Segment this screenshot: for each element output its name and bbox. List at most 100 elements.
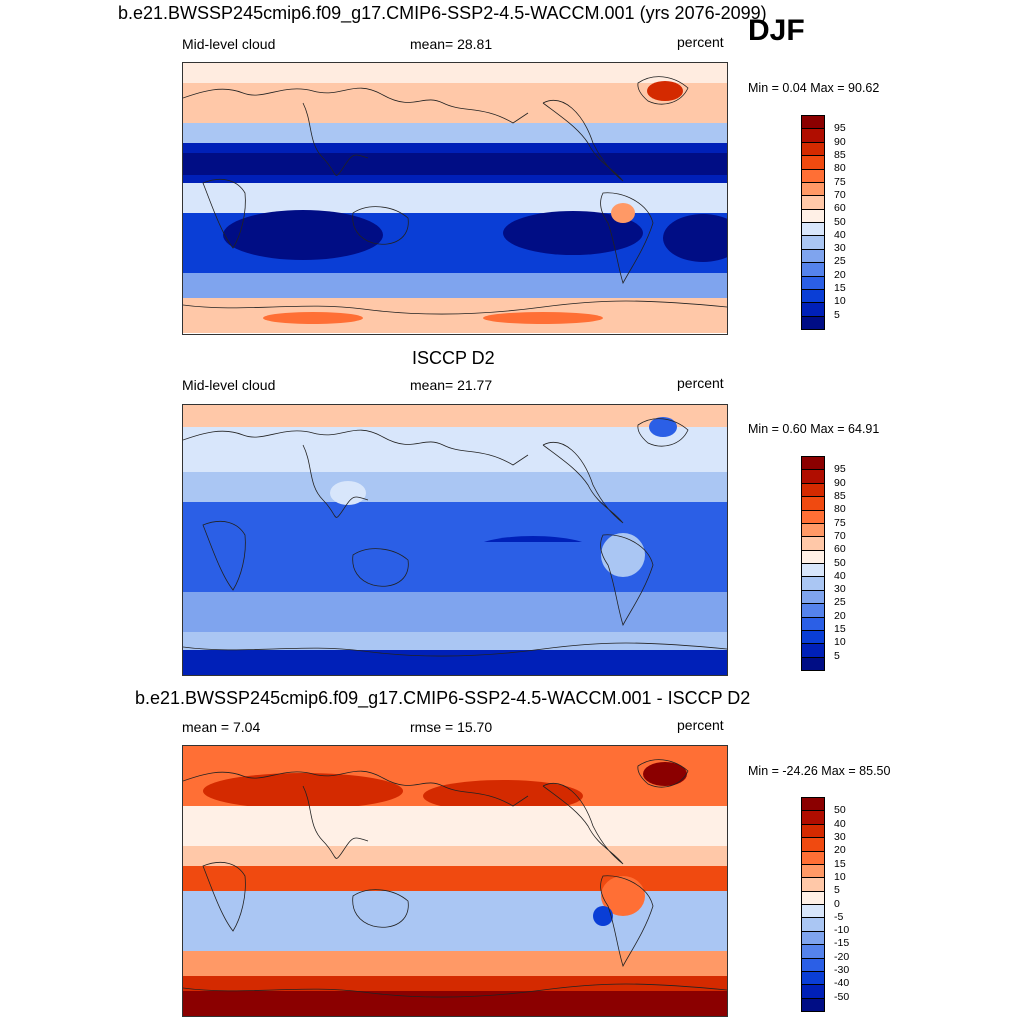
panel-1-colorbar bbox=[801, 115, 825, 330]
colorbar-tick-label: -15 bbox=[834, 937, 850, 950]
colorbar-tick-label: 50 bbox=[834, 215, 846, 228]
colorbar-swatch bbox=[802, 276, 824, 290]
colorbar-tick-label: 10 bbox=[834, 636, 846, 649]
colorbar-swatch bbox=[802, 303, 824, 317]
colorbar-swatch bbox=[802, 182, 824, 197]
panel-1-minmax: Min = 0.04 Max = 90.62 bbox=[748, 81, 880, 95]
colorbar-swatch bbox=[802, 263, 824, 277]
colorbar-swatch bbox=[802, 617, 824, 631]
panel-3-mean-label: mean = 7.04 bbox=[182, 719, 261, 735]
colorbar-tick-label: -5 bbox=[834, 910, 844, 923]
colorbar-swatch bbox=[802, 169, 824, 183]
panel-2-title: ISCCP D2 bbox=[412, 348, 495, 368]
colorbar-swatch bbox=[802, 249, 824, 264]
colorbar-tick-label: -10 bbox=[834, 924, 850, 937]
panel-2-colorbar bbox=[801, 456, 825, 671]
colorbar-tick-label: 40 bbox=[834, 569, 846, 582]
colorbar-tick-label: 25 bbox=[834, 596, 846, 609]
colorbar-tick-label: -50 bbox=[834, 990, 850, 1003]
season-label: DJF bbox=[748, 14, 805, 47]
colorbar-swatch bbox=[802, 483, 824, 498]
colorbar-swatch bbox=[802, 236, 824, 250]
colorbar-tick-label: 85 bbox=[834, 489, 846, 502]
colorbar-swatch bbox=[802, 550, 824, 564]
panel-3-map bbox=[182, 745, 728, 1017]
colorbar-swatch bbox=[802, 958, 824, 972]
panel-3-rmse-label: rmse = 15.70 bbox=[410, 719, 493, 735]
panel-1-variable-label: Mid-level cloud bbox=[182, 36, 276, 52]
panel-1-units-label: percent bbox=[677, 34, 724, 50]
colorbar-tick-label: 95 bbox=[834, 122, 846, 135]
panel-2-mean-label: mean= 21.77 bbox=[410, 377, 493, 393]
panel-3-minmax: Min = -24.26 Max = 85.50 bbox=[748, 764, 891, 778]
colorbar-swatch bbox=[802, 510, 824, 524]
colorbar-tick-label: 40 bbox=[834, 228, 846, 241]
colorbar-swatch bbox=[802, 918, 824, 932]
panel-3-colorbar bbox=[801, 797, 825, 1012]
colorbar-tick-label: 50 bbox=[834, 804, 846, 817]
colorbar-tick-label: 30 bbox=[834, 583, 846, 596]
colorbar-swatch bbox=[802, 523, 824, 538]
colorbar-swatch bbox=[802, 985, 824, 999]
colorbar-swatch bbox=[802, 116, 824, 130]
colorbar-swatch bbox=[802, 564, 824, 578]
colorbar-swatch bbox=[802, 838, 824, 852]
colorbar-tick-label: 60 bbox=[834, 202, 846, 215]
colorbar-swatch bbox=[802, 590, 824, 605]
colorbar-tick-label: 95 bbox=[834, 463, 846, 476]
colorbar-swatch bbox=[802, 998, 824, 1011]
colorbar-swatch bbox=[802, 604, 824, 618]
colorbar-swatch bbox=[802, 196, 824, 210]
colorbar-swatch bbox=[802, 891, 824, 905]
colorbar-tick-label: 30 bbox=[834, 242, 846, 255]
colorbar-swatch bbox=[802, 223, 824, 237]
panel-1-title: b.e21.BWSSP245cmip6.f09_g17.CMIP6-SSP2-4… bbox=[118, 3, 767, 23]
colorbar-swatch bbox=[802, 497, 824, 511]
colorbar-tick-label: 40 bbox=[834, 817, 846, 830]
colorbar-swatch bbox=[802, 644, 824, 658]
colorbar-tick-label: 20 bbox=[834, 268, 846, 281]
colorbar-tick-label: 80 bbox=[834, 503, 846, 516]
colorbar-swatch bbox=[802, 142, 824, 157]
colorbar-swatch bbox=[802, 971, 824, 986]
colorbar-tick-label: 25 bbox=[834, 255, 846, 268]
panel-2-map bbox=[182, 404, 728, 676]
colorbar-tick-label: 10 bbox=[834, 870, 846, 883]
colorbar-tick-label: 75 bbox=[834, 516, 846, 529]
colorbar-tick-label: 0 bbox=[834, 897, 840, 910]
colorbar-tick-label: 70 bbox=[834, 188, 846, 201]
colorbar-tick-label: -30 bbox=[834, 964, 850, 977]
colorbar-swatch bbox=[802, 878, 824, 892]
colorbar-swatch bbox=[802, 316, 824, 329]
colorbar-swatch bbox=[802, 824, 824, 839]
colorbar-swatch bbox=[802, 811, 824, 825]
colorbar-tick-label: 30 bbox=[834, 830, 846, 843]
colorbar-swatch bbox=[802, 864, 824, 879]
panel-3-units-label: percent bbox=[677, 717, 724, 733]
panel-1-mean-label: mean= 28.81 bbox=[410, 36, 493, 52]
colorbar-tick-label: 60 bbox=[834, 543, 846, 556]
colorbar-tick-label: 20 bbox=[834, 844, 846, 857]
panel-2-variable-label: Mid-level cloud bbox=[182, 377, 276, 393]
colorbar-swatch bbox=[802, 129, 824, 143]
colorbar-tick-label: 75 bbox=[834, 175, 846, 188]
colorbar-tick-label: 20 bbox=[834, 609, 846, 622]
colorbar-swatch bbox=[802, 470, 824, 484]
colorbar-tick-label: 15 bbox=[834, 857, 846, 870]
colorbar-swatch bbox=[802, 905, 824, 919]
colorbar-swatch bbox=[802, 931, 824, 946]
colorbar-swatch bbox=[802, 798, 824, 812]
colorbar-tick-label: 80 bbox=[834, 162, 846, 175]
colorbar-tick-label: 5 bbox=[834, 649, 840, 662]
colorbar-tick-label: 5 bbox=[834, 308, 840, 321]
panel-1-map bbox=[182, 62, 728, 335]
colorbar-tick-label: 15 bbox=[834, 282, 846, 295]
panel-2-minmax: Min = 0.60 Max = 64.91 bbox=[748, 422, 880, 436]
colorbar-tick-label: 90 bbox=[834, 135, 846, 148]
colorbar-swatch bbox=[802, 457, 824, 471]
colorbar-tick-label: 10 bbox=[834, 295, 846, 308]
colorbar-swatch bbox=[802, 577, 824, 591]
colorbar-tick-label: 70 bbox=[834, 529, 846, 542]
colorbar-tick-label: 90 bbox=[834, 476, 846, 489]
colorbar-tick-label: 85 bbox=[834, 148, 846, 161]
